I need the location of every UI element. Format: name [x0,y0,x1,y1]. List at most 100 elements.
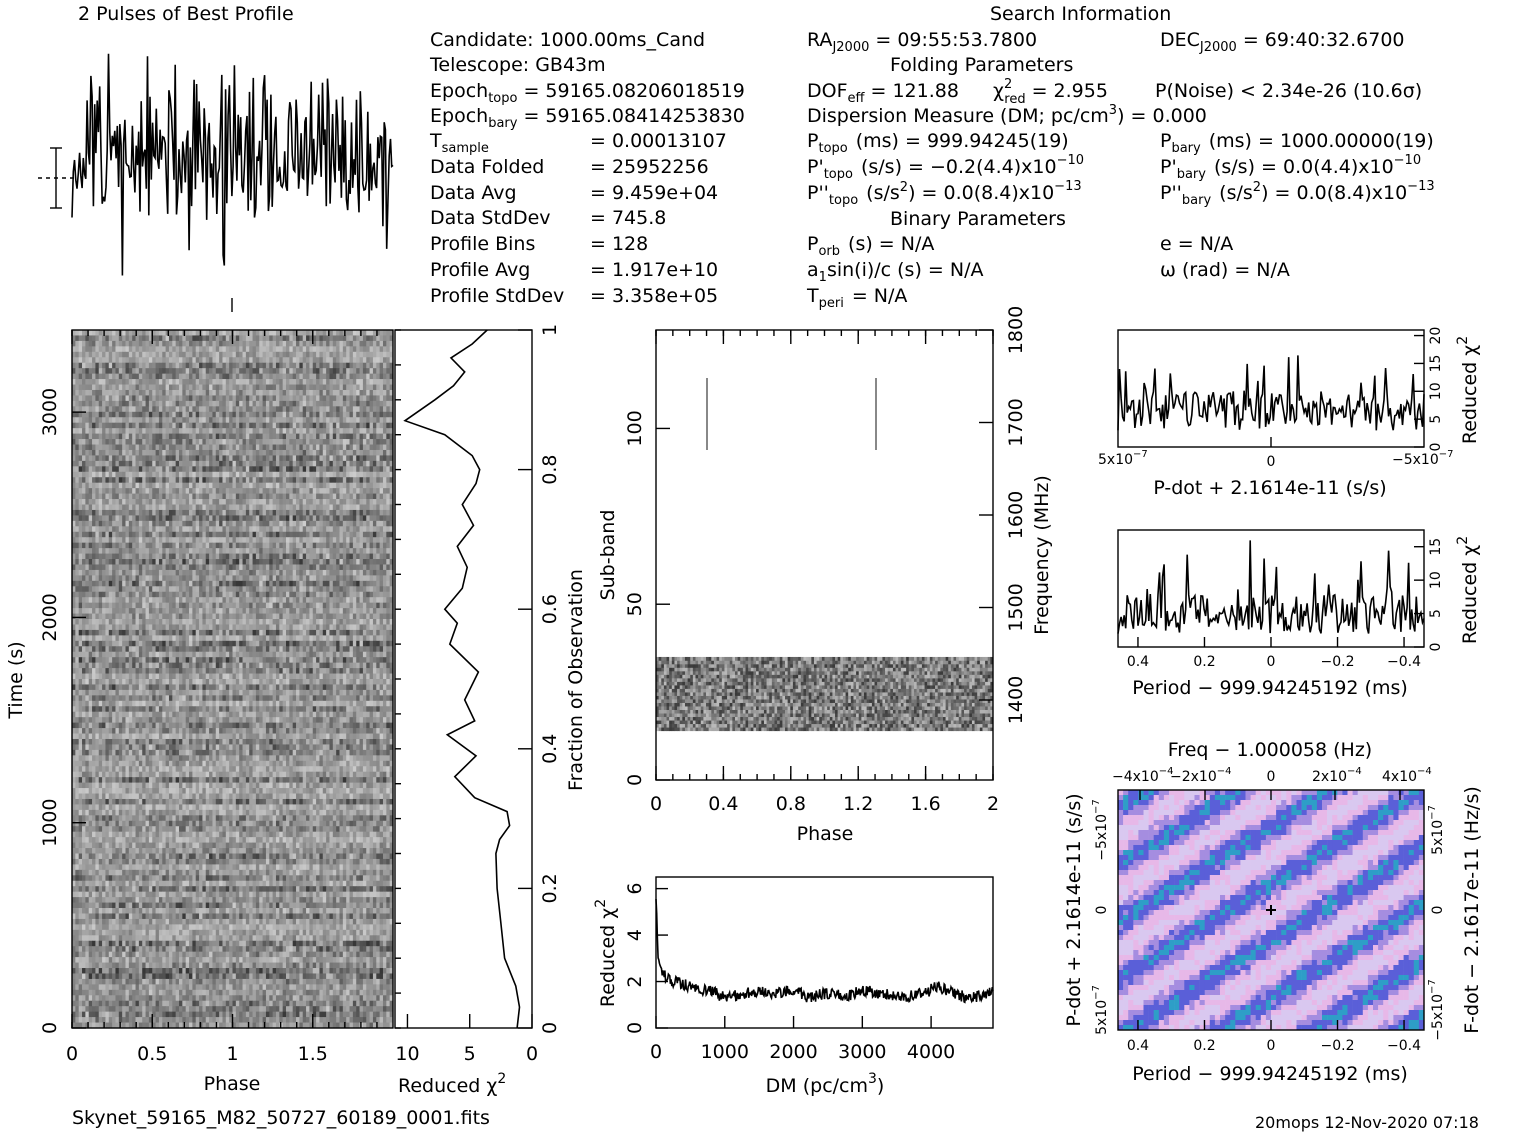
heat-cell [212,597,217,604]
heat-cell [125,542,130,549]
heat-cell [175,542,180,549]
heat-cell [242,389,247,396]
heat-cell [312,400,317,407]
heat-cell [326,509,330,516]
heat-cell [152,411,156,418]
heat-cell [359,373,364,380]
heat-cell [249,586,253,593]
heat-cell [252,460,257,467]
heat-cell [232,471,237,478]
heat-cell [239,422,243,429]
heat-cell [189,384,193,391]
heat-cell [122,362,126,369]
heat-cell [132,373,136,380]
heat-cell [125,444,130,451]
heat-cell [329,542,334,549]
heat-cell [366,548,370,554]
heat-cell [245,330,250,336]
heat-cell [125,335,130,342]
heat-cell [85,455,90,462]
heat-cell [75,580,80,587]
heat-cell [142,526,146,533]
heat-cell [209,548,213,554]
heat-cell [272,591,277,598]
heat-cell [205,597,210,604]
info-dm: Dispersion Measure (DM; pc/cm3) = 0.000 [807,103,1207,127]
info-prof-bins-val: = 128 [590,233,648,255]
heat-cell [105,591,110,598]
heat-cell [85,493,90,500]
heat-cell [242,362,247,369]
heat-cell [72,449,76,456]
info-asini: a1sin(i)/c (s) = N/A [807,259,983,285]
heat-cell [75,569,80,576]
heat-cell [262,444,267,451]
heat-cell [329,389,334,396]
heat-cell [148,575,153,582]
heat-cell [362,422,367,429]
heat-cell [302,368,307,375]
heat-cell [168,548,173,554]
heat-cell [252,433,257,440]
heat-cell [299,526,304,533]
heat-cell [98,471,103,478]
heat-cell [342,362,347,369]
heat-cell [132,379,136,385]
heat-cell [125,602,130,609]
heat-cell [158,493,163,500]
heat-cell [242,575,247,582]
heat-cell [212,559,217,565]
heat-cell [316,542,320,549]
heat-cell [339,460,344,467]
heat-cell [209,351,213,358]
heat-cell [172,455,177,462]
heat-cell [332,330,337,336]
heat-cell [205,406,210,413]
heat-cell [118,471,123,478]
heat-cell [172,591,177,598]
heat-cell [219,559,223,565]
heat-cell [299,439,304,445]
heat-cell [225,389,230,396]
heat-cell [235,499,240,505]
heat-cell [249,455,253,462]
heat-cell [108,569,113,576]
heat-cell [289,455,294,462]
heat-cell [158,597,163,604]
heat-cell [359,471,364,478]
heat-cell [75,351,80,358]
heat-cell [82,504,86,511]
heat-cell [359,449,364,456]
heat-cell [122,460,126,467]
heat-cell [172,351,177,358]
heat-cell [165,449,170,456]
heat-cell [252,466,257,473]
heat-cell [359,335,364,342]
heat-cell [279,335,284,342]
heat-cell [292,460,297,467]
heat-cell [85,520,90,527]
heat-cell [366,493,370,500]
heat-cell [135,608,140,614]
heat-cell [102,471,106,478]
heat-cell [349,542,354,549]
heat-cell [309,466,314,473]
heat-cell [148,373,153,380]
heat-cell [182,362,187,369]
heat-cell [369,575,374,582]
heat-cell [376,433,381,440]
heat-cell [182,515,187,522]
heat-cell [286,411,290,418]
heat-cell [185,346,190,353]
heat-cell [112,586,116,593]
heat-cell [306,537,310,544]
heat-cell [108,379,113,385]
heat-cell [249,439,253,445]
heat-cell [125,368,130,375]
heat-cell [299,482,304,489]
heat-cell [316,580,320,587]
heat-cell [172,444,177,451]
heat-cell [215,351,220,358]
heat-cell [296,580,300,587]
heat-cell [112,488,116,494]
